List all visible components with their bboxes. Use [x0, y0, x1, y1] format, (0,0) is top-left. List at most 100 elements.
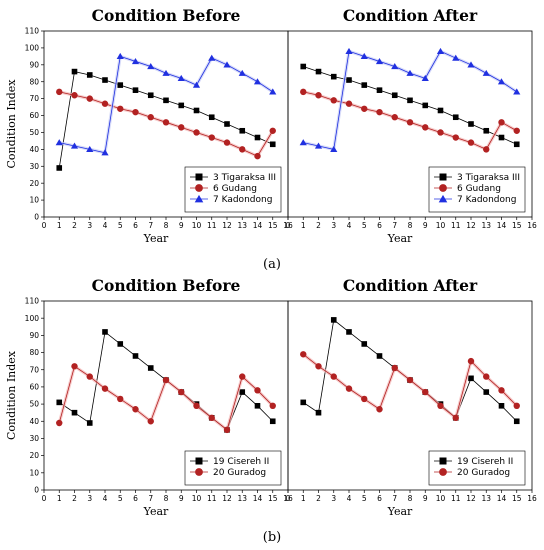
data-point	[238, 69, 246, 76]
y-tick-label: 60	[29, 383, 39, 392]
data-point	[513, 141, 520, 148]
data-point	[300, 63, 307, 70]
x-tick-label: 7	[392, 221, 397, 230]
x-tick-label: 1	[57, 221, 62, 230]
data-point	[452, 54, 460, 61]
data-point	[71, 92, 78, 99]
x-tick-label: 16	[283, 221, 293, 230]
x-tick-label: 11	[451, 494, 461, 503]
data-point	[513, 88, 521, 95]
data-point	[102, 77, 108, 83]
data-point	[300, 88, 307, 96]
data-point	[345, 385, 353, 392]
data-point	[178, 102, 185, 109]
data-point	[513, 402, 520, 410]
data-point	[208, 414, 215, 422]
data-point	[376, 87, 383, 93]
data-point	[330, 317, 337, 323]
y-axis-title: Condition Index	[5, 350, 18, 440]
series-3-tigaraksa-iii	[300, 63, 520, 148]
data-point	[178, 388, 185, 396]
x-tick-label: 16	[527, 221, 537, 230]
data-point	[436, 47, 445, 54]
data-point	[223, 139, 231, 146]
data-point	[513, 418, 520, 425]
data-point	[361, 395, 368, 403]
data-point	[483, 373, 490, 380]
y-tick-label: 40	[29, 145, 39, 154]
data-point	[422, 124, 429, 131]
x-tick-label: 6	[133, 221, 138, 230]
data-point	[56, 419, 63, 427]
data-point	[101, 149, 109, 156]
series-19-cisereh-ii	[300, 317, 520, 425]
x-tick-label: 12	[222, 494, 232, 503]
data-point	[254, 134, 261, 141]
x-tick-label: 6	[133, 494, 138, 503]
y-tick-label: 0	[34, 486, 39, 495]
chart-title: Condition Before	[92, 276, 241, 295]
data-point	[132, 353, 139, 359]
data-point	[193, 107, 200, 114]
x-tick-label: 11	[207, 494, 217, 503]
data-point	[55, 139, 63, 146]
series-20-guradog	[56, 363, 276, 434]
legend-marker	[195, 184, 203, 192]
legend-label: 3 Tigaraksa III	[457, 173, 520, 183]
y-tick-label: 40	[29, 417, 39, 426]
x-tick-label: 2	[316, 494, 321, 503]
y-axis-title: Condition Index	[5, 79, 18, 169]
series-halo	[302, 353, 518, 421]
x-tick-label: 8	[408, 221, 413, 230]
data-point	[131, 57, 140, 65]
data-point	[483, 389, 490, 395]
x-tick-label: 5	[118, 221, 123, 230]
data-point	[56, 399, 63, 406]
data-point	[269, 88, 277, 95]
legend-label: 7 Kadondong	[457, 195, 516, 205]
data-point	[117, 395, 124, 403]
data-point	[468, 375, 474, 382]
data-point	[86, 373, 93, 380]
series-20-guradog	[300, 351, 520, 422]
data-point	[406, 119, 414, 126]
x-tick-label: 14	[253, 221, 263, 230]
data-point	[361, 82, 368, 88]
data-point	[178, 124, 185, 131]
x-tick-label: 1	[57, 494, 62, 503]
legend-label: 19 Cisereh II	[457, 457, 513, 467]
x-tick-label: 10	[192, 221, 202, 230]
data-point	[346, 329, 352, 335]
y-tick-label: 60	[29, 111, 39, 120]
data-point	[147, 365, 154, 371]
data-point	[254, 387, 261, 394]
y-tick-label: 70	[29, 94, 39, 103]
data-point	[360, 52, 368, 60]
y-tick-label: 50	[29, 128, 39, 137]
y-tick-label: 20	[29, 179, 39, 188]
data-point	[498, 119, 505, 126]
x-tick-label: 4	[347, 221, 352, 230]
data-point	[361, 341, 368, 347]
y-tick-label: 100	[25, 314, 40, 323]
data-point	[254, 152, 261, 160]
x-tick-label: 15	[512, 221, 522, 230]
data-point	[269, 141, 276, 148]
data-point	[132, 87, 139, 93]
x-tick-label: 7	[148, 494, 153, 503]
legend-label: 6 Gudang	[457, 184, 501, 194]
data-point	[330, 97, 337, 104]
x-tick-label: 11	[451, 221, 461, 230]
x-tick-label: 3	[331, 221, 336, 230]
data-point	[239, 373, 246, 380]
data-point	[71, 68, 78, 75]
x-tick-label: 14	[253, 494, 263, 503]
data-point	[101, 385, 109, 392]
x-tick-label: 13	[481, 494, 491, 503]
data-point	[345, 47, 353, 54]
x-tick-label: 13	[237, 494, 247, 503]
data-point	[406, 69, 414, 76]
